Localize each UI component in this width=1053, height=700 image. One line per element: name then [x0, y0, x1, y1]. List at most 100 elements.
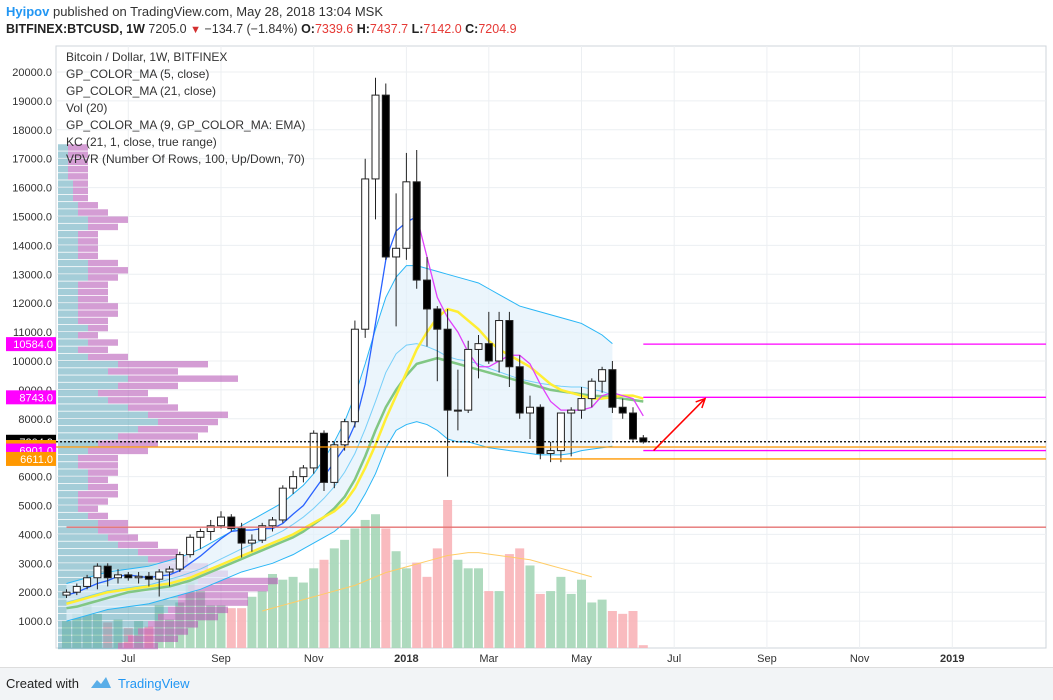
- volume-bar: [484, 591, 494, 648]
- volume-bar: [463, 568, 473, 648]
- x-tick-label: Jul: [667, 653, 681, 665]
- candle-body: [237, 528, 246, 544]
- y-tick-label: 12000.0: [12, 298, 52, 310]
- vpvr-down-row: [88, 223, 118, 231]
- volume-bar: [412, 562, 422, 648]
- x-tick-label: May: [571, 653, 592, 665]
- tradingview-brand-link[interactable]: TradingView: [118, 676, 190, 691]
- footer-bar: Created with TradingView: [0, 667, 1053, 700]
- vpvr-up-row: [58, 404, 128, 411]
- x-tick-label: Mar: [479, 653, 498, 665]
- candle-body: [72, 585, 81, 593]
- vpvr-up-row: [58, 541, 118, 549]
- volume-bar: [268, 574, 277, 648]
- volume-bar: [350, 528, 360, 648]
- candle-body: [423, 279, 431, 310]
- vpvr-down-row: [88, 339, 118, 346]
- y-tick-label: 1000.0: [18, 616, 52, 628]
- projection-arrow: [653, 398, 706, 452]
- vpvr-down-row: [78, 238, 98, 245]
- volume-bar: [577, 579, 586, 648]
- vpvr-up-row: [58, 187, 73, 195]
- volume-bar: [535, 593, 545, 648]
- vpvr-up-row: [58, 426, 138, 433]
- x-tick-label: Sep: [211, 653, 231, 665]
- y-tick-label: 18000.0: [12, 125, 52, 137]
- candle-body: [309, 432, 318, 469]
- vpvr-up-row: [58, 332, 78, 339]
- vpvr-down-row: [108, 397, 168, 404]
- created-with-text: Created with: [6, 676, 79, 691]
- vpvr-down-row: [88, 476, 108, 484]
- symbol-name: BITFINEX:BTCUSD, 1W: [6, 22, 145, 36]
- vpvr-down-row: [88, 216, 128, 223]
- vpvr-up-row: [58, 238, 78, 245]
- x-tick-label: 2018: [394, 653, 418, 665]
- legend-item: GP_COLOR_MA (9, GP_COLOR_MA: EMA): [66, 118, 305, 132]
- ema9-line: [66, 356, 644, 610]
- candle-body: [402, 181, 411, 249]
- volume-bar: [391, 551, 401, 648]
- vpvr-down-row: [118, 433, 198, 440]
- vpvr-down-row: [78, 209, 108, 216]
- vpvr-up-row: [58, 288, 78, 296]
- vpvr-down-row: [88, 259, 118, 267]
- vpvr-up-row: [58, 621, 148, 628]
- volume-bar: [329, 548, 339, 648]
- vpvr-down-row: [98, 389, 148, 397]
- vpvr-down-row: [68, 158, 88, 166]
- y-tick-label: 3000.0: [18, 558, 52, 570]
- vpvr-up-row: [58, 476, 88, 484]
- volume-bar: [504, 554, 514, 648]
- price-level-badge-label: 8743.0: [19, 392, 53, 404]
- y-tick-label: 17000.0: [12, 154, 52, 166]
- candle-body: [114, 574, 122, 579]
- vpvr-down-row: [138, 426, 208, 433]
- vpvr-up-row: [58, 295, 78, 303]
- vpvr-down-row: [78, 310, 118, 317]
- open-value: 7339.6: [314, 22, 354, 36]
- vpvr-up-row: [58, 151, 68, 158]
- vpvr-up-row: [58, 505, 78, 512]
- legend-item: KC (21, 1, close, true range): [66, 135, 217, 149]
- price-change: −134.7 (−1.84%): [204, 22, 298, 36]
- vpvr-down-row: [88, 512, 108, 520]
- volume-bar: [103, 622, 113, 648]
- volume-ma-line: [262, 552, 592, 612]
- vpvr-down-row: [78, 498, 108, 505]
- chart-header: Hyipov published on TradingView.com, May…: [0, 0, 1053, 40]
- price-level-badge: [6, 337, 56, 352]
- vpvr-up-row: [58, 397, 108, 404]
- vpvr-up-row: [58, 447, 88, 455]
- vpvr-up-row: [58, 433, 118, 440]
- y-tick-label: 20000.0: [12, 67, 52, 79]
- candle-body: [93, 565, 102, 579]
- vpvr-up-row: [58, 180, 73, 187]
- vpvr-up-row: [58, 512, 88, 520]
- vpvr-down-row: [78, 281, 108, 288]
- volume-bar: [628, 611, 638, 648]
- candle-body: [556, 412, 565, 452]
- candle-body: [474, 343, 483, 350]
- volume-bar: [618, 613, 628, 648]
- vpvr-up-row: [58, 534, 108, 541]
- vpvr-down-row: [78, 317, 108, 325]
- candle-body: [83, 577, 92, 587]
- price-level-badge-label: 10584.0: [13, 339, 53, 351]
- volume-bar: [515, 548, 525, 648]
- vpvr-up-row: [58, 556, 148, 563]
- price-chart[interactable]: 1000.02000.03000.04000.05000.06000.07000…: [0, 40, 1053, 667]
- legend-item: Vol (20): [66, 101, 107, 115]
- volume-bar: [257, 591, 267, 648]
- candle-body: [134, 575, 143, 579]
- y-tick-label: 10000.0: [12, 356, 52, 368]
- author-link[interactable]: Hyipov: [6, 4, 50, 19]
- volume-bar: [309, 568, 319, 648]
- volume-bar: [226, 608, 236, 648]
- candle-body: [62, 591, 71, 596]
- vpvr-down-row: [88, 274, 118, 281]
- vpvr-up-row: [58, 346, 78, 353]
- tradingview-cloud-icon[interactable]: [88, 674, 112, 695]
- vpvr-down-row: [178, 592, 248, 599]
- y-tick-label: 2000.0: [18, 587, 52, 599]
